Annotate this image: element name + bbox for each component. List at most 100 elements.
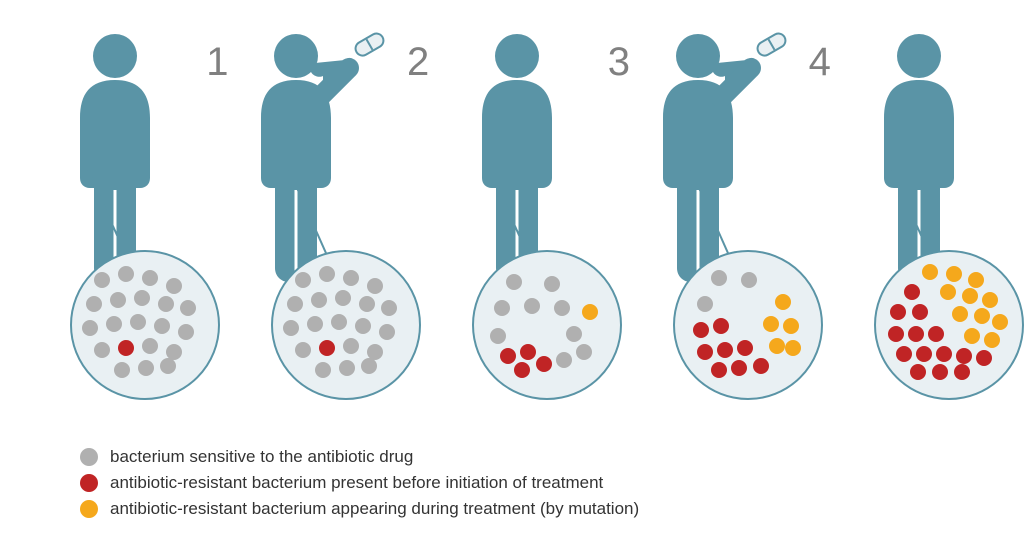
legend-label: antibiotic-resistant bacterium present b…: [110, 473, 603, 493]
person-icon: [60, 28, 170, 288]
bacterium: [315, 362, 331, 378]
bacterium: [524, 298, 540, 314]
bacterium: [888, 326, 904, 342]
bacterium: [693, 322, 709, 338]
legend-label: bacterium sensitive to the antibiotic dr…: [110, 447, 413, 467]
bacterium: [576, 344, 592, 360]
bacteria-container: [273, 252, 419, 398]
stage-0: [15, 20, 205, 400]
zoom-circle: [472, 250, 622, 400]
bacterium: [916, 346, 932, 362]
legend-dot: [80, 500, 98, 518]
bacterium: [890, 304, 906, 320]
stage-3: 3: [618, 20, 808, 400]
stage-4: 4: [819, 20, 1009, 400]
bacterium: [717, 342, 733, 358]
bacterium: [118, 340, 134, 356]
legend-row: bacterium sensitive to the antibiotic dr…: [80, 447, 639, 467]
bacterium: [158, 296, 174, 312]
zoom-circle: [70, 250, 220, 400]
bacterium: [785, 340, 801, 356]
legend-label: antibiotic-resistant bacterium appearing…: [110, 499, 639, 519]
zoom-circle: [874, 250, 1024, 400]
bacterium: [952, 306, 968, 322]
bacterium: [514, 362, 530, 378]
stage-number: 3: [608, 40, 630, 85]
stage-number: 1: [206, 40, 228, 85]
bacterium: [697, 296, 713, 312]
bacterium: [908, 326, 924, 342]
bacterium: [130, 314, 146, 330]
person-taking-pill-icon: [643, 28, 793, 288]
bacterium: [536, 356, 552, 372]
bacterium: [984, 332, 1000, 348]
bacterium: [142, 270, 158, 286]
bacterium: [355, 318, 371, 334]
stage-number: 2: [407, 40, 429, 85]
bacterium: [556, 352, 572, 368]
bacterium: [361, 358, 377, 374]
bacterium: [138, 360, 154, 376]
bacterium: [160, 358, 176, 374]
bacterium: [940, 284, 956, 300]
bacterium: [697, 344, 713, 360]
bacterium: [520, 344, 536, 360]
bacterium: [311, 292, 327, 308]
bacterium: [295, 342, 311, 358]
bacterium: [976, 350, 992, 366]
stage-1: 1: [216, 20, 406, 400]
bacteria-container: [675, 252, 821, 398]
bacterium: [142, 338, 158, 354]
bacterium: [928, 326, 944, 342]
bacterium: [566, 326, 582, 342]
bacterium: [741, 272, 757, 288]
bacterium: [307, 316, 323, 332]
bacterium: [713, 318, 729, 334]
bacterium: [982, 292, 998, 308]
person-icon: [864, 28, 974, 288]
bacteria-container: [474, 252, 620, 398]
bacterium: [118, 266, 134, 282]
bacterium: [904, 284, 920, 300]
bacterium: [134, 290, 150, 306]
bacterium: [964, 328, 980, 344]
legend-dot: [80, 448, 98, 466]
bacterium: [506, 274, 522, 290]
bacterium: [932, 364, 948, 380]
zoom-circle: [673, 250, 823, 400]
bacterium: [343, 338, 359, 354]
bacterium: [769, 338, 785, 354]
bacterium: [731, 360, 747, 376]
bacterium: [283, 320, 299, 336]
bacterium: [367, 278, 383, 294]
bacterium: [992, 314, 1008, 330]
bacterium: [554, 300, 570, 316]
bacterium: [343, 270, 359, 286]
bacterium: [544, 276, 560, 292]
bacterium: [954, 364, 970, 380]
bacterium: [490, 328, 506, 344]
zoom-circle: [271, 250, 421, 400]
person-taking-pill-icon: [241, 28, 391, 288]
bacterium: [494, 300, 510, 316]
bacterium: [94, 272, 110, 288]
bacterium: [114, 362, 130, 378]
legend-row: antibiotic-resistant bacterium present b…: [80, 473, 639, 493]
person-icon: [462, 28, 572, 288]
bacterium: [968, 272, 984, 288]
bacterium: [166, 278, 182, 294]
bacterium: [94, 342, 110, 358]
bacterium: [753, 358, 769, 374]
bacterium: [582, 304, 598, 320]
bacterium: [500, 348, 516, 364]
legend-row: antibiotic-resistant bacterium appearing…: [80, 499, 639, 519]
bacterium: [110, 292, 126, 308]
bacteria-container: [72, 252, 218, 398]
bacterium: [381, 300, 397, 316]
bacterium: [974, 308, 990, 324]
bacterium: [295, 272, 311, 288]
bacterium: [956, 348, 972, 364]
bacterium: [287, 296, 303, 312]
bacterium: [331, 314, 347, 330]
bacterium: [711, 362, 727, 378]
